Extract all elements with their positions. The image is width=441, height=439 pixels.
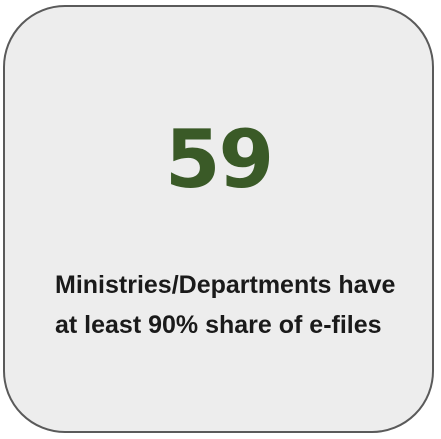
- stat-caption: Ministries/Departments have at least 90%…: [55, 271, 396, 339]
- stat-card: 59 Ministries/Departments have at least …: [3, 5, 434, 433]
- stat-value: 59: [164, 113, 274, 206]
